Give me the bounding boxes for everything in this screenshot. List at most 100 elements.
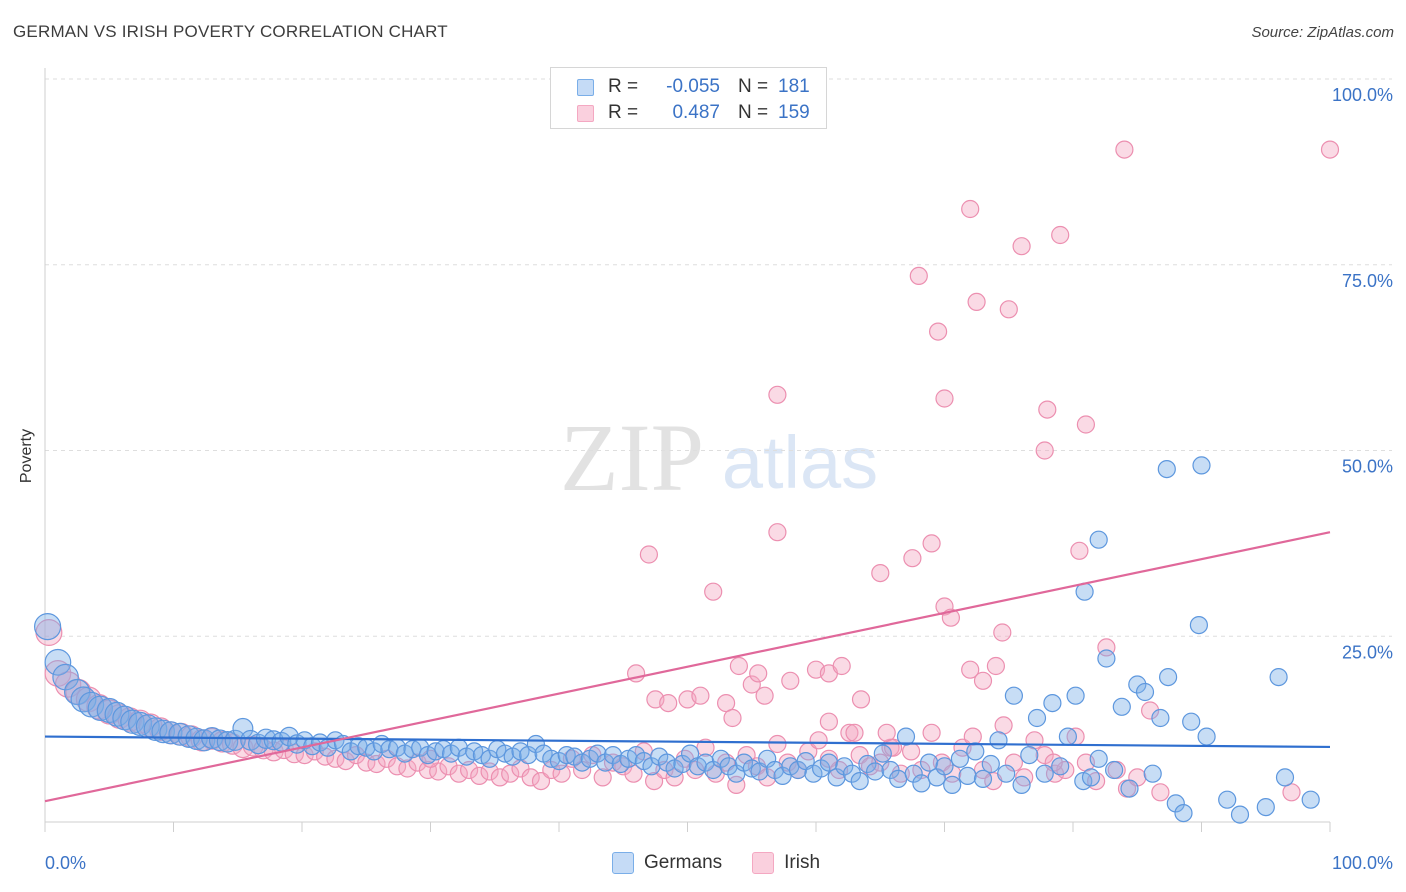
german-point: [889, 769, 908, 789]
german-point: [596, 753, 615, 772]
irish-point: [1038, 400, 1057, 419]
german-point: [1189, 615, 1209, 635]
irish-point: [749, 664, 768, 683]
german-point: [1143, 764, 1162, 783]
irish-point: [768, 523, 787, 542]
german-point: [835, 757, 854, 776]
irish-point: [909, 266, 928, 285]
irish-point: [993, 623, 1012, 642]
german-point: [896, 727, 916, 746]
watermark: ZIP atlas: [560, 404, 878, 511]
irish-point: [809, 731, 828, 750]
irish-point: [871, 563, 890, 583]
german-point: [1301, 790, 1320, 809]
german-point: [950, 749, 970, 768]
german-point: [1158, 667, 1178, 687]
german-point: [858, 754, 877, 774]
german-point: [865, 762, 885, 781]
german-point: [935, 757, 954, 776]
irish-point: [967, 292, 986, 311]
irish-point: [1151, 783, 1170, 802]
trend-lines: [44, 531, 1331, 803]
german-point: [642, 757, 661, 776]
german-point: [1256, 797, 1275, 817]
german-point: [1097, 649, 1116, 668]
irish-point: [935, 389, 954, 408]
irish-point: [963, 727, 982, 746]
german-point: [997, 764, 1016, 783]
legend-row-irish: R = 0.487 N = 159: [551, 100, 818, 126]
irish-point: [1070, 541, 1089, 560]
german-point: [1230, 805, 1250, 824]
german-point: [120, 709, 145, 734]
irish-point: [845, 723, 864, 742]
german-point: [1275, 768, 1295, 787]
irish-point: [449, 764, 468, 783]
germans-legend-swatch: [612, 852, 634, 874]
german-point: [1197, 727, 1216, 746]
german-point: [44, 648, 72, 676]
irish-point: [729, 656, 749, 676]
german-point: [52, 663, 79, 691]
grid-lines: [45, 78, 1392, 637]
irish-point: [903, 549, 922, 568]
tick-labels: 25.0% 50.0% 75.0% 100.0% 0.0% 100.0%: [45, 85, 1393, 873]
germans-swatch: [577, 78, 594, 96]
german-point: [1020, 745, 1039, 765]
irish-point: [593, 768, 612, 787]
german-series: [33, 456, 1320, 824]
irish-point: [891, 764, 910, 783]
irish-point: [1115, 140, 1134, 159]
irish-point: [704, 582, 723, 601]
german-point: [208, 729, 231, 752]
irish-point: [768, 385, 787, 404]
german-point: [850, 771, 869, 791]
irish-point: [1282, 783, 1301, 802]
german-point: [87, 695, 114, 722]
irish-point: [603, 753, 623, 772]
german-point: [719, 757, 738, 776]
irish-point: [531, 771, 551, 791]
german-point: [819, 753, 839, 772]
german-point: [1004, 686, 1024, 705]
german-point: [33, 612, 62, 641]
germans-legend-label: Germans: [644, 852, 723, 873]
watermark-zip: ZIP: [560, 404, 704, 511]
german-point: [364, 742, 384, 761]
german-point: [1174, 803, 1193, 823]
german-point: [943, 775, 962, 795]
german-point: [912, 774, 931, 793]
german-point: [1157, 460, 1176, 479]
german-point: [168, 722, 192, 746]
irish-point: [639, 545, 659, 564]
n-value: 181: [778, 76, 810, 97]
german-point: [1066, 686, 1085, 705]
irish-point: [922, 723, 941, 742]
irish-point: [851, 690, 871, 709]
germans-trend-line: [44, 735, 1331, 749]
german-point: [1043, 693, 1062, 713]
irish-point: [961, 199, 980, 219]
german-point: [904, 764, 923, 783]
german-point: [1151, 708, 1170, 728]
legend-item-germans: Germans: [612, 852, 722, 874]
german-point: [1081, 768, 1101, 787]
r-value: -0.055: [666, 76, 720, 97]
german-point: [1089, 530, 1108, 549]
german-point: [973, 769, 993, 789]
n-label: N =: [738, 76, 769, 97]
irish-legend-label: Irish: [784, 852, 821, 873]
y-tick-label: 75.0%: [1342, 271, 1393, 291]
german-point: [842, 764, 862, 783]
irish-swatch: [577, 104, 594, 122]
german-point: [989, 731, 1008, 750]
irish-point: [723, 708, 742, 728]
irish-point: [860, 757, 880, 776]
irish-point: [691, 686, 710, 705]
irish-point: [1012, 237, 1031, 256]
german-point: [696, 753, 715, 772]
irish-point: [768, 734, 787, 754]
german-point: [1120, 779, 1139, 798]
irish-point: [644, 771, 664, 791]
irish-point: [961, 660, 980, 679]
